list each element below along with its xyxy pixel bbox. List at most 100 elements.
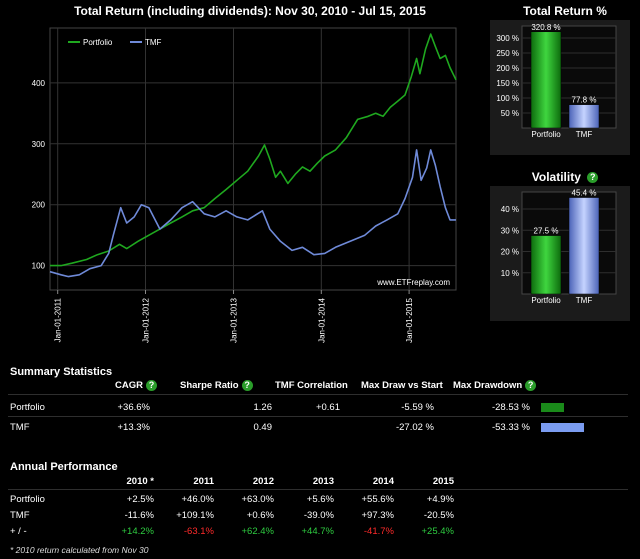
x-tick-label: Jan-01-2012 [141,297,150,342]
year-header: 2010 * [126,476,154,487]
summary-correlation: +0.61 [315,402,340,413]
total-return-title: Total Return % [500,4,630,18]
summary-sharpe: 1.26 [253,402,273,413]
header-max-drawdown-label: Max Drawdown [453,380,523,392]
bar-category-label: TMF [576,130,593,139]
summary-cagr: +13.3% [117,422,151,433]
bar-category-label: Portfolio [531,296,561,305]
bar-portfolio [530,235,562,295]
volatility-title: Volatility ? [500,170,630,184]
header-cagr-label: CAGR [115,380,143,392]
summary-max-draw-start: -27.02 % [395,422,434,433]
y-tick-label: 150 % [496,79,519,88]
annual-value: +5.6% [306,494,334,505]
volatility-title-text: Volatility [531,170,581,184]
y-tick-label: 200 % [496,64,519,73]
help-icon[interactable]: ? [145,380,157,391]
year-header: 2011 [193,476,214,487]
summary-table: CAGR? Sharpe Ratio? TMF Correlation Max … [0,380,640,440]
summary-statistics-title: Summary Statistics [10,366,113,378]
row-divider [8,489,628,490]
summary-sharpe: 0.49 [253,422,273,433]
annual-table: 2010 * 2011 2012 2013 2014 2015 Portfolio +2.5%… [0,476,640,537]
annual-row-name: TMF [10,510,30,521]
header-cagr: CAGR? [115,380,157,391]
volatility-bar-chart: 40 % 30 % 20 % 10 % 27.5 % Portfolio 45.4 % TMF [490,186,630,321]
main-line-chart: 100 200 300 400 Jan-01-2011 Jan-01-2012 Jan-01… [32,27,457,343]
annual-value: +14.2% [121,526,155,537]
header-max-draw-start-label: Max Draw vs Start [361,380,443,391]
bar-tmf [568,197,600,295]
x-tick-label: Jan-01-2013 [230,297,239,342]
annual-value: -39.0% [303,510,334,521]
y-tick-label: 40 % [501,205,519,214]
bar-category-label: TMF [576,296,593,305]
bar-value-label: 27.5 % [534,227,559,236]
header-sharpe-label: Sharpe Ratio [180,380,239,392]
legend: Portfolio TMF [68,38,162,47]
header-max-draw-start: Max Draw vs Start [361,380,443,391]
help-icon[interactable]: ? [241,380,253,391]
bar-value-label: 45.4 % [572,189,597,198]
x-tick-label: Jan-01-2014 [317,297,326,342]
drawdown-bar [541,423,584,432]
summary-max-drawdown: -53.33 % [491,422,530,433]
help-icon[interactable]: ? [525,380,537,391]
header-correlation-label: TMF Correlation [275,380,348,391]
y-tick-label: 20 % [501,248,519,257]
bar-value-label: 320.8 % [531,23,560,32]
annual-value: +2.5% [126,494,154,505]
annual-row-name: Portfolio [10,494,45,505]
annual-value: +62.4% [241,526,275,537]
y-tick-label: 400 [32,79,46,88]
annual-performance-title: Annual Performance [10,461,118,473]
annual-value: -63.1% [183,526,214,537]
y-tick-label: 100 [32,262,46,271]
summary-row-name: TMF [10,422,30,433]
y-tick-label: 300 % [496,34,519,43]
summary-max-drawdown: -28.53 % [491,402,530,413]
summary-cagr: +36.6% [117,402,151,413]
annual-value: +63.0% [241,494,275,505]
footnote: * 2010 return calculated from Nov 30 [10,545,149,555]
bar-value-label: 77.8 % [572,96,597,105]
legend-label: TMF [145,38,162,47]
total-return-bar-chart: 300 % 250 % 200 % 150 % 100 % 50 % 320.8 % Port… [490,20,630,155]
bar-category-label: Portfolio [531,130,561,139]
annual-value: +109.1% [176,510,214,521]
annual-value: +55.6% [361,494,395,505]
series-line-tmf [49,149,456,278]
y-tick-label: 200 [32,201,46,210]
annual-value: +4.9% [426,494,454,505]
total-return-title-text: Total Return % [523,4,607,18]
annual-value: -41.7% [363,526,394,537]
bar-portfolio [530,31,562,129]
annual-value: +97.3% [361,510,395,521]
y-tick-label: 10 % [501,269,519,278]
series-line-portfolio [50,33,457,267]
y-tick-label: 100 % [496,94,519,103]
header-sharpe: Sharpe Ratio? [180,380,253,391]
header-max-drawdown: Max Drawdown? [453,380,537,392]
x-tick-label: Jan-01-2011 [54,297,63,342]
year-header: 2012 [252,476,274,487]
annual-value: +44.7% [301,526,335,537]
annual-value: -11.6% [124,510,154,521]
row-divider [8,394,628,395]
summary-row-name: Portfolio [10,402,45,413]
x-tick-label: Jan-01-2015 [405,297,414,342]
year-header: 2013 [312,476,334,487]
help-icon[interactable]: ? [587,172,599,184]
bar-tmf [568,104,600,129]
plot-area [49,27,457,291]
watermark: www.ETFreplay.com [376,278,450,287]
annual-value: -20.5% [423,510,454,521]
y-tick-label: 50 % [501,109,519,118]
year-header: 2014 [372,476,394,487]
header-correlation: TMF Correlation [275,380,348,391]
summary-max-draw-start: -5.59 % [401,402,434,413]
y-tick-label: 250 % [496,49,519,58]
annual-row-name: + / - [10,526,27,537]
row-divider [8,416,628,417]
annual-value: +46.0% [181,494,215,505]
